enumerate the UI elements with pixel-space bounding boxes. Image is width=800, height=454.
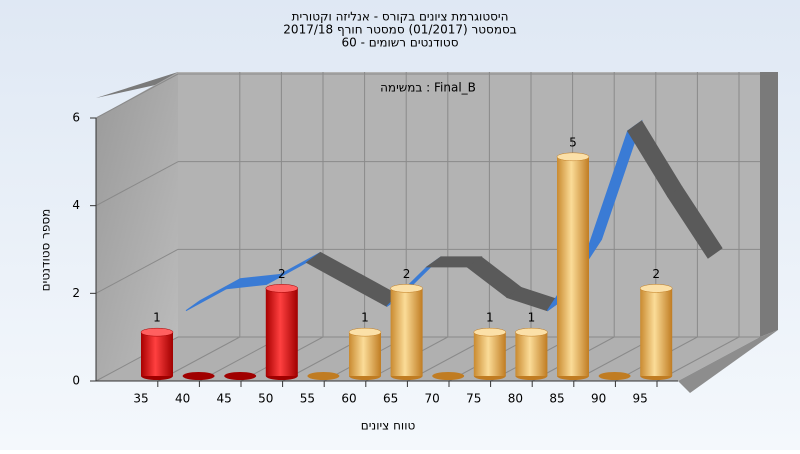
x-tick-label: 45 [217,392,232,406]
y-tick-label: 6 [72,111,80,125]
bar [390,288,423,376]
x-tick-label: 40 [175,392,190,406]
y-tick-label: 4 [72,198,80,212]
bar-top [556,152,590,162]
bar-base [182,372,215,380]
y-tick-label: 2 [72,286,80,300]
bar-top [639,284,673,293]
bar-top [140,327,174,337]
x-axis-label: טווח ציונים [361,419,416,433]
bar-top [265,284,299,293]
x-tick-label: 60 [341,392,356,406]
title-line: סטודנטים רשומים - 60 [341,36,458,50]
y-tick-label: 0 [72,374,80,388]
x-tick-label: 80 [508,392,523,406]
value-label: 2 [278,267,286,281]
bar [473,332,506,376]
grid-line [95,161,179,207]
bar [265,288,298,376]
trend-segment [667,186,723,259]
title-line: בסמסטר (01/2017) סמסטר חורף 2017/18 [283,23,516,37]
bar [640,288,673,376]
grid-line [95,248,179,294]
x-tick-label: 65 [383,392,398,406]
x-tick-label: 85 [549,392,564,406]
bar [515,332,548,376]
x-tick-label: 90 [591,392,606,406]
x-tick-label: 70 [425,392,440,406]
x-tick-label: 95 [633,392,648,406]
x-tick-label: 55 [300,392,315,406]
frame-right [760,72,778,337]
x-tick-label: 50 [258,392,273,406]
value-label: 1 [361,311,369,325]
bar [349,332,381,376]
floor-edge [678,330,778,393]
value-label: 2 [403,267,411,281]
bar-top [515,327,548,337]
x-tick-label: 75 [466,392,481,406]
grid-line [95,73,179,119]
bar-top [473,327,507,337]
bar-base [224,372,257,380]
bar-top [390,284,423,293]
value-label: 1 [153,311,161,325]
bar-base [307,372,340,380]
x-tick-label: 35 [133,392,148,406]
value-label: 2 [652,267,660,281]
value-label: 5 [569,135,577,149]
left-wall [96,72,178,381]
title-line: היסטוגרמת ציונים בקורס - אנליזה וקטורית [292,10,509,24]
value-label: 1 [486,311,494,325]
value-label: 1 [528,311,536,325]
bar-top [348,327,382,337]
bar-base [432,372,465,380]
y-axis-label: מספר סטודנטים [39,209,53,292]
bar-base [598,372,631,380]
bar [557,156,589,376]
annotation: במשימה : Final_B [380,81,476,95]
bar [141,332,173,376]
